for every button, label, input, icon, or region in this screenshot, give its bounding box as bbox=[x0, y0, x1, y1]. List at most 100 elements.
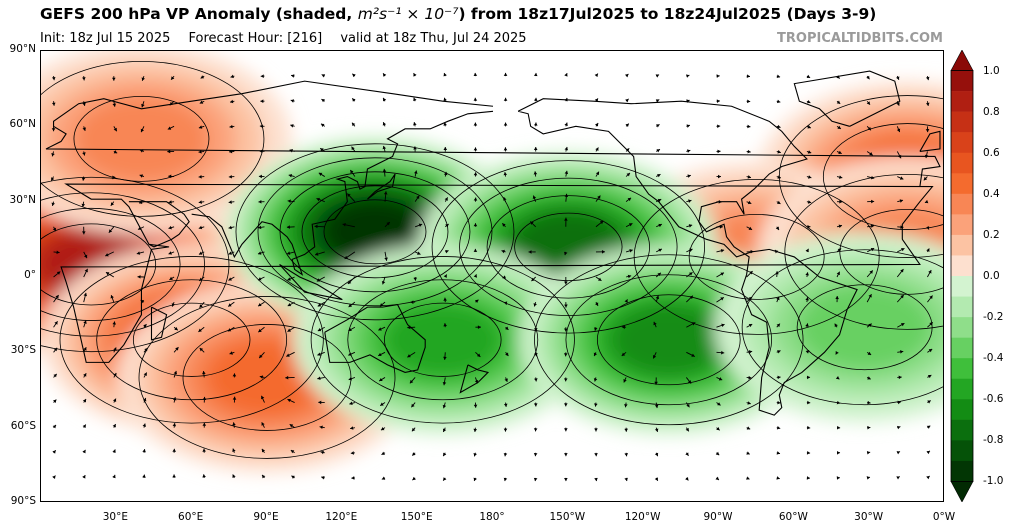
wind-arrowhead bbox=[473, 453, 477, 457]
anomaly-contour bbox=[59, 256, 324, 424]
colorbar-tick-label: 1.0 bbox=[983, 64, 1000, 77]
lon-tick-label: 120°E bbox=[325, 511, 358, 523]
colorbar-extend-top bbox=[950, 50, 974, 71]
colorbar-segment bbox=[951, 378, 973, 400]
colorbar-tick-label: 0.8 bbox=[983, 105, 1000, 118]
wind-arrowhead bbox=[474, 379, 479, 384]
wind-arrowhead bbox=[594, 73, 598, 78]
wind-arrowhead bbox=[835, 351, 839, 355]
wind-arrowhead bbox=[83, 373, 87, 377]
wind-arrowhead bbox=[258, 251, 262, 255]
anomaly-contour bbox=[138, 296, 396, 459]
wind-arrowhead bbox=[442, 404, 447, 409]
wind-arrowhead bbox=[627, 197, 632, 202]
wind-arrowhead bbox=[776, 476, 780, 480]
wind-arrowhead bbox=[806, 451, 811, 455]
wind-arrowhead bbox=[595, 171, 599, 176]
wind-arrowhead bbox=[258, 302, 262, 307]
wind-arrowhead bbox=[287, 302, 292, 307]
colorbar-frame bbox=[950, 70, 974, 482]
wind-arrowhead bbox=[112, 474, 116, 479]
colorbar-segment bbox=[951, 255, 973, 277]
wind-arrowhead bbox=[383, 191, 388, 195]
wind-arrowhead bbox=[228, 251, 232, 255]
anomaly-contour bbox=[257, 157, 493, 307]
wind-arrowhead bbox=[626, 172, 630, 177]
wind-arrowhead bbox=[502, 223, 506, 227]
wind-arrowhead bbox=[289, 424, 294, 428]
wind-arrowhead bbox=[443, 297, 447, 301]
wind-arrowhead bbox=[228, 174, 232, 179]
wind-arrowhead bbox=[564, 403, 568, 407]
wind-arrowhead bbox=[198, 200, 202, 204]
anomaly-contour bbox=[323, 199, 427, 265]
wind-arrowhead bbox=[54, 321, 58, 325]
wind-arrowhead bbox=[232, 373, 237, 377]
lon-tick-label: 90°W bbox=[703, 511, 733, 523]
wind-arrowhead bbox=[870, 175, 875, 180]
wind-arrowhead bbox=[534, 352, 538, 357]
wind-arrowhead bbox=[748, 323, 753, 328]
wind-arrowhead bbox=[168, 174, 172, 179]
anomaly-contour bbox=[41, 176, 230, 353]
wind-arrowhead bbox=[807, 400, 811, 405]
coastline bbox=[324, 304, 426, 373]
wind-arrowhead bbox=[258, 199, 262, 204]
wind-arrowhead bbox=[866, 476, 870, 480]
wind-arrowhead bbox=[593, 352, 598, 357]
lon-tick-label: 60°W bbox=[778, 511, 808, 523]
wind-arrowhead bbox=[444, 197, 448, 201]
colorbar-tick-label: -0.4 bbox=[983, 352, 1004, 365]
wind-arrowhead bbox=[564, 453, 568, 457]
wind-arrowhead bbox=[105, 253, 109, 257]
wind-arrowhead bbox=[654, 428, 659, 432]
wind-arrowhead bbox=[748, 375, 752, 380]
wind-arrowhead bbox=[202, 474, 206, 478]
anomaly-contour bbox=[235, 143, 515, 321]
wind-arrowhead bbox=[383, 73, 387, 77]
wind-arrowhead bbox=[777, 200, 781, 204]
wind-arrowhead bbox=[417, 251, 421, 255]
wind-arrowhead bbox=[654, 452, 659, 457]
wind-arrowhead bbox=[230, 99, 234, 104]
wind-arrowhead bbox=[202, 371, 206, 375]
wind-arrowhead bbox=[229, 351, 233, 355]
wind-arrowhead bbox=[230, 74, 234, 79]
anomaly-contour bbox=[182, 324, 352, 431]
wind-arrowhead bbox=[227, 328, 232, 332]
wind-arrowhead bbox=[232, 396, 237, 400]
wind-arrowhead bbox=[412, 452, 416, 456]
wind-arrowhead bbox=[564, 97, 568, 102]
wind-arrowhead bbox=[805, 248, 809, 253]
wind-arrowhead bbox=[53, 373, 57, 378]
wind-arrowhead bbox=[382, 145, 387, 150]
title-units: m²s⁻¹ × 10⁻⁷ bbox=[357, 5, 459, 23]
wind-arrowhead bbox=[350, 451, 355, 455]
colorbar-tick-label: 0.6 bbox=[983, 146, 1000, 159]
wind-arrowhead bbox=[443, 452, 447, 457]
wind-arrowhead bbox=[286, 225, 291, 229]
wind-arrowhead bbox=[689, 295, 693, 300]
wind-arrowhead bbox=[386, 222, 390, 226]
wind-arrowhead bbox=[350, 426, 354, 430]
wind-arrowhead bbox=[348, 352, 352, 356]
wind-arrowhead bbox=[198, 125, 203, 129]
wind-arrowhead bbox=[261, 448, 266, 453]
wind-arrowhead bbox=[718, 377, 723, 381]
wind-arrowhead bbox=[503, 301, 508, 305]
wind-arrowhead bbox=[689, 248, 693, 252]
wind-arrowhead bbox=[316, 197, 320, 202]
wind-arrowhead bbox=[691, 322, 696, 326]
coastline bbox=[128, 201, 190, 248]
lon-tick-label: 150°E bbox=[400, 511, 433, 523]
wind-arrowhead bbox=[113, 127, 117, 132]
wind-arrowhead bbox=[413, 277, 418, 281]
wind-arrowhead bbox=[746, 451, 750, 455]
wind-arrowhead bbox=[503, 428, 508, 432]
coastline bbox=[459, 364, 490, 394]
wind-arrowhead bbox=[228, 303, 232, 307]
wind-arrowhead bbox=[287, 398, 291, 403]
wind-arrowhead bbox=[594, 98, 599, 102]
wind-arrowhead bbox=[110, 202, 115, 206]
wind-arrowhead bbox=[621, 325, 625, 329]
